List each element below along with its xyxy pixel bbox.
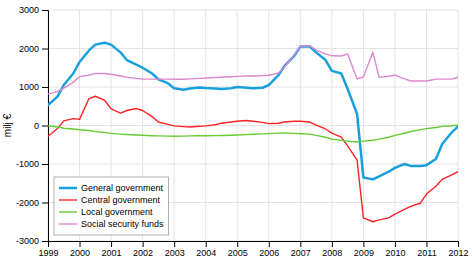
series-line (48, 43, 458, 180)
series-line (48, 96, 458, 222)
legend-swatch (59, 199, 77, 200)
tick-mark (300, 241, 301, 247)
tick-label: -3000 (16, 236, 39, 246)
tick-label: 2004 (196, 248, 216, 258)
tick: 3000 (19, 5, 48, 15)
tick-mark (426, 241, 427, 247)
tick-label: 2000 (70, 248, 90, 258)
tick: 1999 (38, 241, 58, 258)
grid (48, 10, 458, 241)
tick-label: 2011 (417, 248, 436, 258)
grid-line (48, 10, 458, 11)
tick: 1000 (19, 82, 48, 92)
tick-mark (237, 241, 238, 247)
tick-label: 2010 (385, 248, 405, 258)
tick-mark (42, 126, 48, 127)
tick-mark (174, 241, 175, 247)
tick-mark (206, 241, 207, 247)
tick-mark (42, 87, 48, 88)
series-line (48, 46, 458, 94)
tick-label: 2007 (291, 248, 311, 258)
legend-item: Central government (59, 195, 161, 205)
tick-mark (42, 164, 48, 165)
tick: -3000 (16, 236, 48, 246)
tick: -2000 (16, 198, 48, 208)
tick: 2003 (165, 241, 185, 258)
tick-mark (111, 241, 112, 247)
legend-swatch (59, 223, 77, 224)
legend-swatch (59, 211, 77, 212)
tick-label: 2012 (448, 248, 468, 258)
tick-label: -1000 (16, 159, 39, 169)
tick-mark (80, 241, 81, 247)
lines (48, 43, 458, 222)
axis-domain (49, 242, 459, 248)
legend-label: Social security funds (81, 219, 164, 229)
tick-label: 2000 (19, 44, 39, 54)
tick-label: 2006 (259, 248, 279, 258)
legend-item: General government (59, 183, 164, 193)
legend-swatch (59, 187, 77, 190)
legend-label: General government (81, 183, 164, 193)
tick-label: 2003 (165, 248, 185, 258)
legend-items: General government Central government Loca… (59, 183, 164, 229)
series-line (48, 125, 458, 142)
tick-label: 2001 (102, 248, 122, 258)
tick-label: 1000 (19, 82, 39, 92)
tick-mark (42, 241, 48, 242)
tick: 2009 (354, 241, 374, 258)
tick: -1000 (16, 159, 48, 169)
tick-mark (42, 49, 48, 50)
tick: 2008 (322, 241, 342, 258)
tick: 2012 (448, 241, 468, 258)
tick-mark (395, 241, 396, 247)
legend-label: Local government (81, 207, 153, 217)
chart: 1999 2000 2001 2002 2003 2004 2005 2006 2007 2008… (0, 0, 472, 263)
tick-label: 2002 (133, 248, 153, 258)
tick-mark (269, 241, 270, 247)
tick-label: 1999 (38, 248, 58, 258)
legend-box (54, 177, 169, 235)
tick-label: 0 (34, 121, 39, 131)
x-axis: 1999 2000 2001 2002 2003 2004 2005 2006 2007 2008… (38, 241, 468, 258)
y-axis: -3000 -2000 -1000 0 1000 2000 3000 (16, 5, 49, 246)
grid-line (48, 164, 458, 165)
tick: 2011 (417, 241, 436, 258)
tick: 2005 (228, 241, 248, 258)
tick: 2004 (196, 241, 216, 258)
tick-mark (42, 203, 48, 204)
tick-label: 2008 (322, 248, 342, 258)
grid-line (48, 125, 458, 126)
tick: 2002 (133, 241, 153, 258)
tick-label: 3000 (19, 5, 39, 15)
legend-item: Social security funds (59, 219, 164, 229)
tick: 2000 (70, 241, 90, 258)
axis-domain (42, 11, 49, 242)
tick: 2007 (291, 241, 311, 258)
tick-mark (42, 10, 48, 11)
tick: 0 (34, 121, 48, 131)
tick-label: 2009 (354, 248, 374, 258)
tick-label: 2005 (228, 248, 248, 258)
tick: 2000 (19, 44, 48, 54)
grid-line (48, 48, 458, 49)
tick: 2010 (385, 241, 405, 258)
tick-mark (363, 241, 364, 247)
tick: 2001 (102, 241, 122, 258)
tick-mark (143, 241, 144, 247)
legend: General government Central government Loca… (54, 177, 169, 235)
tick-label: -2000 (16, 198, 39, 208)
tick-mark (458, 241, 459, 247)
y-axis-title: milj € (2, 113, 13, 137)
tick-mark (332, 241, 333, 247)
legend-label: Central government (81, 195, 161, 205)
tick: 2006 (259, 241, 279, 258)
legend-item: Local government (59, 207, 153, 217)
plot: 1999 2000 2001 2002 2003 2004 2005 2006 2007 2008… (16, 5, 469, 258)
